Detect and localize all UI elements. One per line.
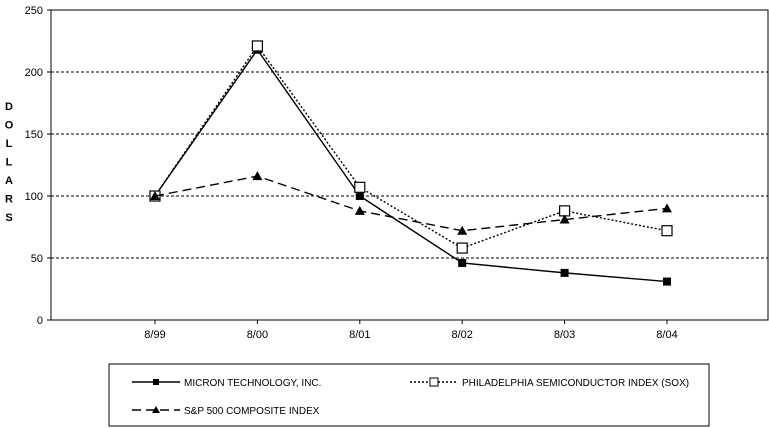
data-point-marker [558,205,571,217]
data-point-marker [663,277,671,286]
data-point-marker [355,192,364,200]
y-tick-label: 200 [25,67,43,79]
x-tick-label: 8/04 [656,329,677,341]
y-axis-label-letter: S [5,212,12,224]
y-axis-ticks: 0 50 100 150 200 250 [25,5,51,327]
data-point-marker [560,268,569,277]
x-tick-label: 8/00 [247,329,268,341]
y-tick-label: 0 [37,315,43,327]
y-axis-label-letter: L [6,157,13,169]
y-axis-label-letter: D [5,101,13,113]
series-line [154,175,668,232]
data-point-marker [559,214,570,224]
y-tick-label: 250 [25,5,43,17]
x-tick-label: 8/03 [554,329,575,341]
data-point-marker [251,40,263,52]
x-tick-label: 8/02 [451,329,472,341]
series-line [154,44,668,249]
y-tick-label: 50 [31,253,43,265]
legend-label: S&P 500 COMPOSITE INDEX [184,406,320,417]
legend-marker [152,406,160,413]
x-tick-label: 8/99 [144,329,165,341]
legend-box [108,363,710,427]
y-axis-label-letter: A [5,175,13,187]
series-group [149,40,673,286]
legend-marker [153,379,159,385]
x-tick-label: 8/01 [349,329,370,341]
data-point-marker [458,258,467,267]
data-point-marker [252,171,263,181]
y-axis-label-letter: L [6,138,13,150]
data-point-marker [354,205,365,215]
y-axis-label-letter: O [5,120,14,132]
data-point-marker [150,191,160,200]
legend-label: PHILADELPHIA SEMICONDUCTOR INDEX (SOX) [462,378,689,389]
plot-area-frame [50,9,769,321]
data-point-marker [354,181,366,193]
data-point-marker [456,242,468,254]
gridlines [51,71,768,259]
x-axis-ticks: 8/99 8/00 8/01 8/02 8/03 8/04 [144,320,678,341]
data-point-marker [662,203,672,213]
legend-label: MICRON TECHNOLOGY, INC. [184,378,321,389]
series-line [154,48,668,283]
y-tick-label: 100 [25,191,43,203]
y-axis-label-letter: R [5,194,13,206]
legend-marker [429,377,439,387]
y-tick-label: 150 [25,129,43,141]
legend: MICRON TECHNOLOGY, INC. PHILADELPHIA SEMI… [108,363,710,427]
data-point-marker [457,225,468,235]
data-point-marker [661,225,673,237]
